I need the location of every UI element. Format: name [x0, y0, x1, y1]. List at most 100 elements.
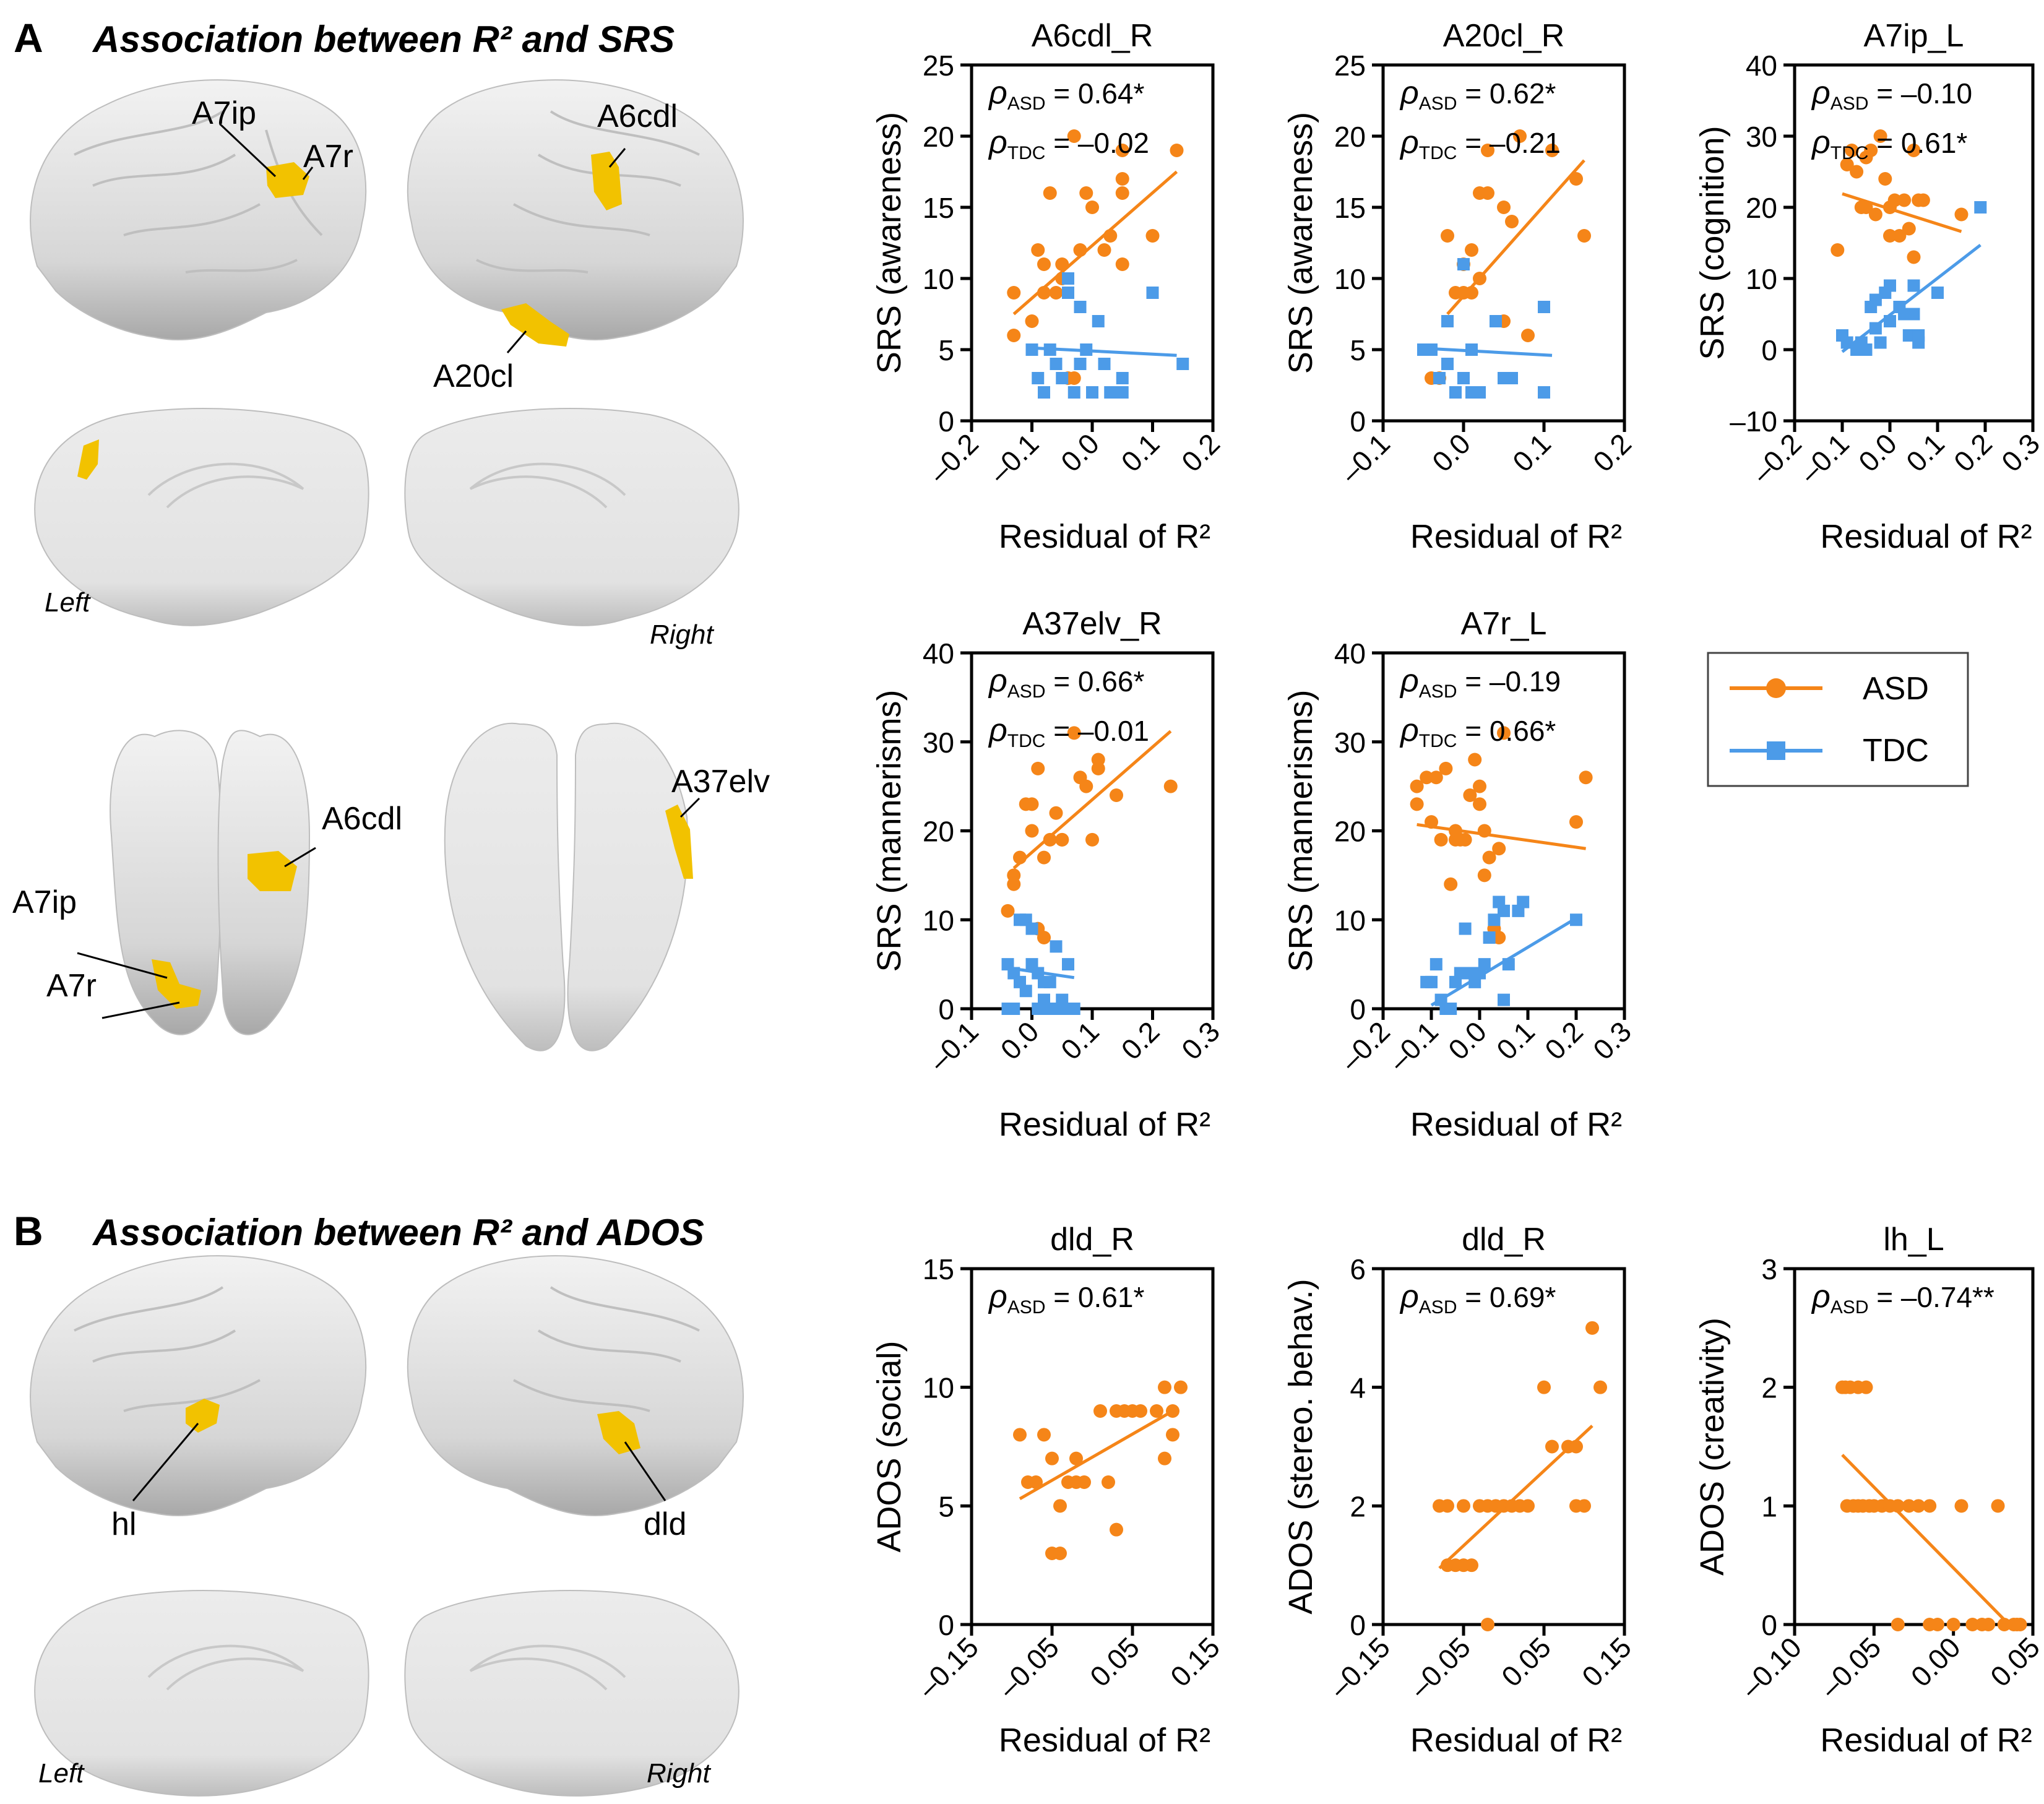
y-tick-label: 10: [923, 904, 954, 936]
data-point: [1923, 1499, 1937, 1513]
data-point: [1025, 343, 1038, 356]
brain-lateral-right: [407, 79, 744, 340]
roi-a6cdl-dorsal: [248, 851, 297, 891]
data-point: [1537, 1380, 1551, 1394]
data-point: [1892, 229, 1907, 243]
data-point: [1097, 243, 1111, 257]
data-point: [1031, 761, 1045, 775]
brain-lateral-left-b: [30, 1255, 367, 1516]
data-point: [1463, 788, 1477, 802]
fit-line-asd: [1841, 1454, 2011, 1626]
roi-a7ip-medial: [77, 439, 99, 480]
x-tick-label: –0.2: [1334, 1015, 1396, 1077]
data-point: [1859, 1380, 1873, 1394]
data-point: [1074, 301, 1087, 313]
plot-frame: [1381, 651, 1626, 1011]
x-tick-label: 0.2: [1175, 427, 1226, 478]
plot-frame: [1381, 63, 1626, 423]
y-tick-label: –10: [1730, 405, 1777, 438]
y-tick-label: 5: [938, 334, 954, 366]
data-point: [1506, 372, 1518, 384]
y-tick-label: 0: [938, 993, 954, 1025]
annotation-rho-asd: ρASD = 0.69*: [1399, 1279, 1556, 1318]
x-tick-label: –0.15: [1323, 1631, 1396, 1704]
y-tick-label: 2: [1350, 1490, 1366, 1522]
data-point: [1067, 371, 1081, 385]
data-point: [1513, 129, 1527, 143]
series-asd: [1831, 129, 1969, 264]
data-point: [1055, 257, 1069, 271]
data-point: [1045, 1451, 1059, 1465]
data-point: [1884, 315, 1896, 327]
data-point: [1043, 343, 1056, 356]
data-point: [1043, 186, 1057, 200]
label-a37elv: A37elv: [671, 764, 770, 800]
data-point: [1916, 193, 1930, 207]
data-point: [1007, 286, 1021, 300]
data-point: [1869, 322, 1882, 335]
data-point: [1049, 286, 1063, 300]
y-tick-label: 10: [1746, 263, 1777, 295]
data-point: [1449, 386, 1462, 399]
x-tick-label: 0.0: [1426, 427, 1477, 478]
data-point: [1874, 336, 1887, 349]
data-point: [1441, 358, 1454, 370]
data-point: [1482, 850, 1496, 865]
data-point: [1025, 797, 1039, 811]
data-point: [1433, 372, 1446, 384]
data-point: [1410, 797, 1424, 811]
y-tick-label: 10: [923, 1372, 954, 1404]
data-point: [1521, 329, 1535, 342]
chart-8: lh_L 0 1 2 3 –0.10 –0.05 0.00 0.05 Residual of R²…: [1694, 1222, 2044, 1759]
panel-a-letter: A: [14, 15, 43, 61]
right-label-a: Right: [650, 619, 714, 650]
data-point: [1053, 1499, 1067, 1513]
y-tick-label: 15: [923, 1253, 954, 1285]
series-asd: [1410, 726, 1593, 944]
data-point: [1029, 1475, 1043, 1489]
chart-4: A37elv_R 0 10 20 30 40 –0.1 0.0 0.1 0.2 0.3 Residua…: [871, 606, 1226, 1143]
data-point: [1891, 1499, 1905, 1513]
data-point: [1425, 975, 1438, 988]
y-tick-label: 0: [1761, 1609, 1777, 1641]
y-tick-label: 10: [923, 263, 954, 295]
data-point: [1444, 877, 1458, 891]
y-tick-label: 2: [1761, 1372, 1777, 1404]
x-tick-label: –0.1: [1382, 1015, 1444, 1077]
y-tick-label: 0: [938, 405, 954, 438]
data-point: [1069, 1451, 1083, 1465]
series-tdc: [1001, 913, 1080, 1015]
data-point: [1104, 386, 1117, 399]
left-label-b: Left: [38, 1758, 85, 1789]
annotation-rho-tdc: ρTDC = –0.02: [988, 124, 1149, 163]
x-tick-label: 0.2: [1587, 427, 1637, 478]
data-point: [1062, 287, 1074, 299]
x-tick-label: 0.05: [1084, 1631, 1145, 1693]
data-point: [1473, 386, 1486, 399]
data-point: [1545, 144, 1559, 157]
panel-a-title: Association between R² and SRS: [92, 19, 675, 60]
annotation-rho-asd: ρASD = 0.66*: [988, 663, 1144, 702]
label-dld: dld: [644, 1506, 686, 1542]
y-tick-label: 10: [1334, 904, 1366, 936]
y-axis-label: SRS (cognition): [1694, 126, 1731, 360]
y-tick-label: 0: [1350, 1609, 1366, 1641]
data-point: [1902, 1499, 1916, 1513]
y-tick-label: 20: [1334, 816, 1366, 848]
data-point: [1593, 1380, 1607, 1394]
x-tick-label: 0.05: [1984, 1631, 2044, 1693]
data-point: [1056, 372, 1069, 384]
brain-lateral-left: [30, 79, 367, 340]
data-point: [1062, 958, 1074, 971]
data-point: [1110, 1522, 1123, 1537]
data-point: [1569, 815, 1583, 829]
y-tick-label: 0: [938, 1609, 954, 1641]
data-point: [1013, 1428, 1027, 1442]
y-tick-label: 1: [1761, 1490, 1777, 1522]
x-tick-label: –0.05: [1814, 1631, 1887, 1704]
legend-tdc-label: TDC: [1863, 733, 1929, 769]
series-asd: [1013, 1380, 1188, 1560]
x-tick-label: –0.10: [1735, 1631, 1808, 1704]
data-point: [1050, 940, 1063, 953]
data-point: [1163, 779, 1178, 793]
